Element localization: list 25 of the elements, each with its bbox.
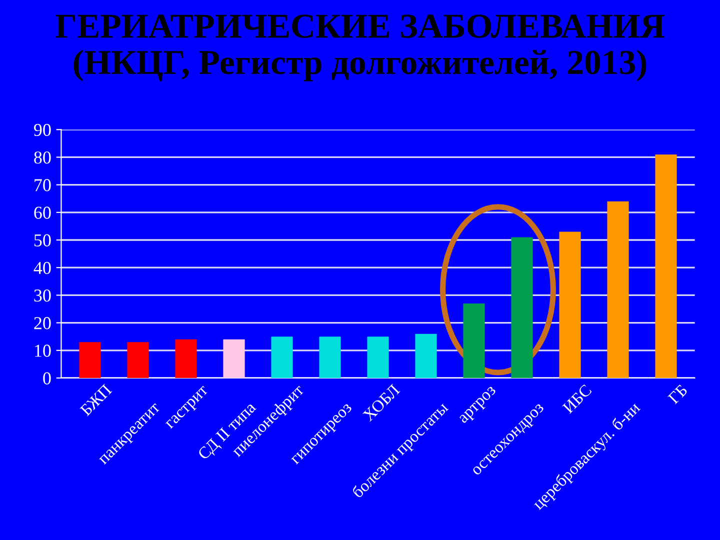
bar bbox=[463, 303, 485, 378]
y-tick-label: 70 bbox=[34, 179, 51, 192]
bar bbox=[367, 336, 389, 378]
y-tick-label: 80 bbox=[34, 151, 51, 164]
bar bbox=[175, 339, 197, 378]
bar bbox=[607, 201, 629, 378]
y-tick-label: 90 bbox=[34, 124, 51, 136]
y-tick-label: 0 bbox=[43, 372, 51, 384]
y-tick-label: 10 bbox=[35, 344, 51, 357]
y-tick-label: 60 bbox=[34, 206, 51, 219]
y-tick-label: 20 bbox=[34, 317, 51, 330]
bar bbox=[511, 237, 533, 378]
bar bbox=[415, 334, 437, 378]
chart-title: ГЕРИАТРИЧЕСКИЕ ЗАБОЛЕВАНИЯ (НКЦГ, Регистр долгожителей, 2013) bbox=[56, 14, 665, 82]
bar bbox=[655, 154, 677, 378]
y-tick-label: 30 bbox=[34, 289, 51, 302]
bar bbox=[223, 339, 245, 378]
y-tick-label: 40 bbox=[34, 262, 51, 274]
bar bbox=[127, 342, 149, 378]
x-tick-label: ГБ bbox=[668, 384, 688, 404]
y-tick-label: 50 bbox=[34, 234, 51, 246]
bar bbox=[79, 342, 101, 378]
bar bbox=[559, 232, 581, 378]
bar bbox=[319, 336, 341, 378]
bar bbox=[271, 336, 293, 378]
